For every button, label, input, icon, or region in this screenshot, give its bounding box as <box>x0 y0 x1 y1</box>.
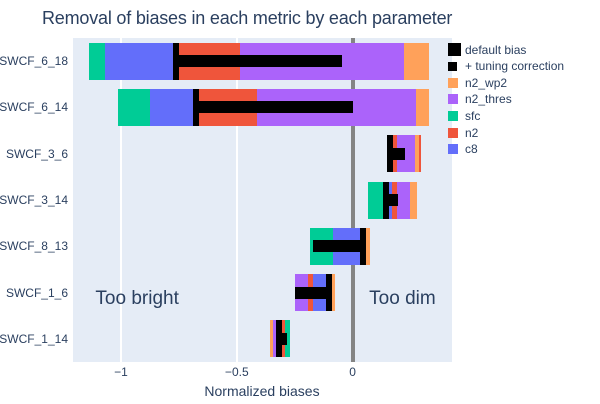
segment-n2_wp2 <box>414 135 419 173</box>
legend-item--tuning-correction[interactable]: + tuning correction <box>448 58 588 74</box>
default-bias-marker <box>382 181 389 219</box>
chart-title: Removal of biases in each metric by each… <box>42 8 453 28</box>
legend-item-n2-thres[interactable]: n2_thres <box>448 91 588 107</box>
default-bias-marker <box>387 135 394 173</box>
segment-sfc <box>368 181 384 219</box>
segment-sfc <box>118 88 150 126</box>
default-bias-marker <box>172 42 179 80</box>
segment-n2_thres <box>396 135 415 173</box>
legend-label: default bias <box>465 42 527 57</box>
gridline--1 <box>119 38 122 362</box>
zero-line <box>350 38 355 362</box>
segment-n2_wp2 <box>409 181 417 219</box>
default-bias-marker <box>360 227 367 265</box>
tuning-correction-bar <box>196 101 353 114</box>
segment-n2 <box>418 135 421 173</box>
y-tick-label-SWCF_3_6: SWCF_3_6 <box>5 146 68 161</box>
segment-n2_wp2 <box>415 88 429 126</box>
tuning-correction-bar <box>313 240 364 253</box>
y-tick-label-SWCF_1_14: SWCF_1_14 <box>0 331 68 346</box>
legend-label: n2 <box>465 125 479 140</box>
legend-label: + tuning correction <box>465 59 565 74</box>
y-tick-label-SWCF_3_14: SWCF_3_14 <box>0 193 68 207</box>
segment-n2_wp2 <box>329 274 335 312</box>
x-tick-label-0: 0 <box>349 365 356 379</box>
default-bias-marker <box>326 274 333 312</box>
legend-label: n2_thres <box>465 92 512 107</box>
legend-label: sfc <box>465 108 481 123</box>
legend-swatch-icon <box>448 43 461 56</box>
legend-item-sfc[interactable]: sfc <box>448 108 588 124</box>
legend-swatch-icon <box>448 110 458 121</box>
legend-swatch-icon <box>448 94 458 105</box>
annotation-too-dim: Too dim <box>369 288 436 309</box>
x-axis-title: Normalized biases <box>204 383 320 399</box>
x-tick-label--1: −1 <box>114 365 128 379</box>
default-bias-marker <box>276 320 283 358</box>
legend-item-n2[interactable]: n2 <box>448 125 588 141</box>
default-bias-marker <box>193 88 199 126</box>
gridline--0.5 <box>235 38 238 362</box>
segment-n2_thres <box>273 320 279 358</box>
segment-n2_wp2 <box>403 42 429 80</box>
segment-c8 <box>149 88 196 126</box>
legend-item-default-bias[interactable]: default bias <box>448 42 588 58</box>
annotation-too-bright: Too bright <box>95 288 179 309</box>
segment-sfc <box>89 42 105 80</box>
legend-item-c8[interactable]: c8 <box>448 141 588 157</box>
segment-n2_wp2 <box>363 227 370 265</box>
x-tick-label--0.5: −0.5 <box>224 365 249 379</box>
y-tick-label-SWCF_6_14: SWCF_6_14 <box>0 100 68 115</box>
segment-n2_thres <box>396 181 410 219</box>
segment-c8 <box>104 42 176 80</box>
segment-n2_wp2 <box>269 320 274 358</box>
y-tick-label-SWCF_1_6: SWCF_1_6 <box>5 285 68 300</box>
legend-swatch-icon <box>448 61 457 71</box>
tuning-correction-bar <box>175 55 342 68</box>
legend-item-n2-wp2[interactable]: n2_wp2 <box>448 75 588 91</box>
y-tick-label-SWCF_8_13: SWCF_8_13 <box>0 239 68 254</box>
legend-swatch-icon <box>448 144 458 155</box>
y-tick-label-SWCF_6_18: SWCF_6_18 <box>0 54 68 69</box>
legend-swatch-icon <box>448 77 458 88</box>
legend-label: c8 <box>465 142 478 157</box>
segment-sfc <box>284 320 290 358</box>
tuning-correction-bar <box>294 286 330 299</box>
legend-swatch-icon <box>448 127 458 138</box>
legend-label: n2_wp2 <box>465 75 508 90</box>
